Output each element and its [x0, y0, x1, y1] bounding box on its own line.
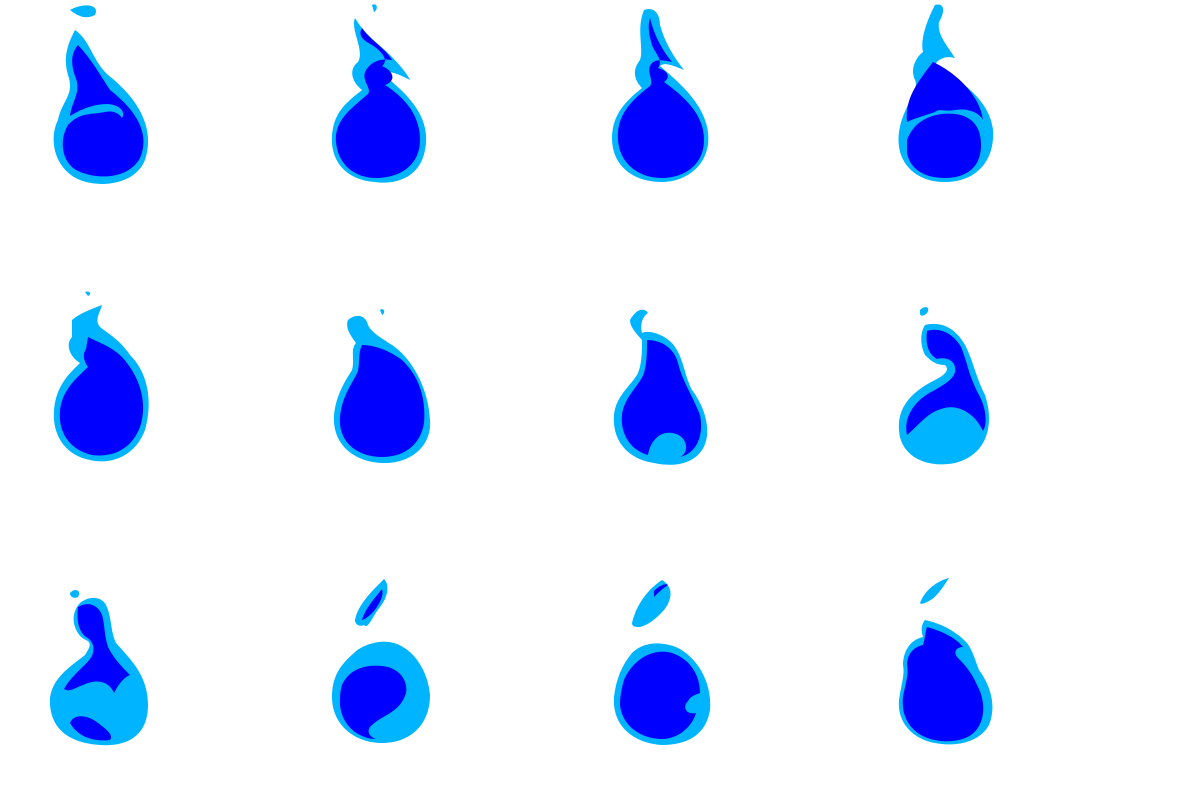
- blue-flame-icon: [898, 307, 990, 465]
- flame-frame-12: [875, 575, 1015, 785]
- flame-frame-1: [30, 0, 170, 210]
- blue-flame-icon: [53, 291, 149, 462]
- flame-frame-8: [875, 285, 1015, 495]
- blue-flame-icon: [333, 309, 431, 463]
- flame-frame-4: [875, 0, 1015, 210]
- blue-flame-icon: [53, 5, 149, 184]
- flame-frame-2: [310, 0, 450, 210]
- flame-frame-7: [592, 285, 732, 495]
- blue-flame-icon: [613, 309, 708, 465]
- blue-flame-icon: [612, 8, 709, 182]
- flame-frame-5: [30, 285, 170, 495]
- blue-flame-icon: [332, 579, 430, 743]
- flame-frame-9: [30, 575, 170, 785]
- flame-frame-10: [310, 575, 450, 785]
- flame-frame-6: [310, 285, 450, 495]
- flame-frame-11: [592, 575, 732, 785]
- blue-flame-icon: [331, 4, 427, 183]
- blue-flame-icon: [613, 580, 711, 745]
- blue-flame-icon: [898, 4, 994, 183]
- blue-flame-icon: [898, 578, 993, 745]
- blue-flame-icon: [49, 590, 148, 746]
- flame-frame-3: [592, 0, 732, 210]
